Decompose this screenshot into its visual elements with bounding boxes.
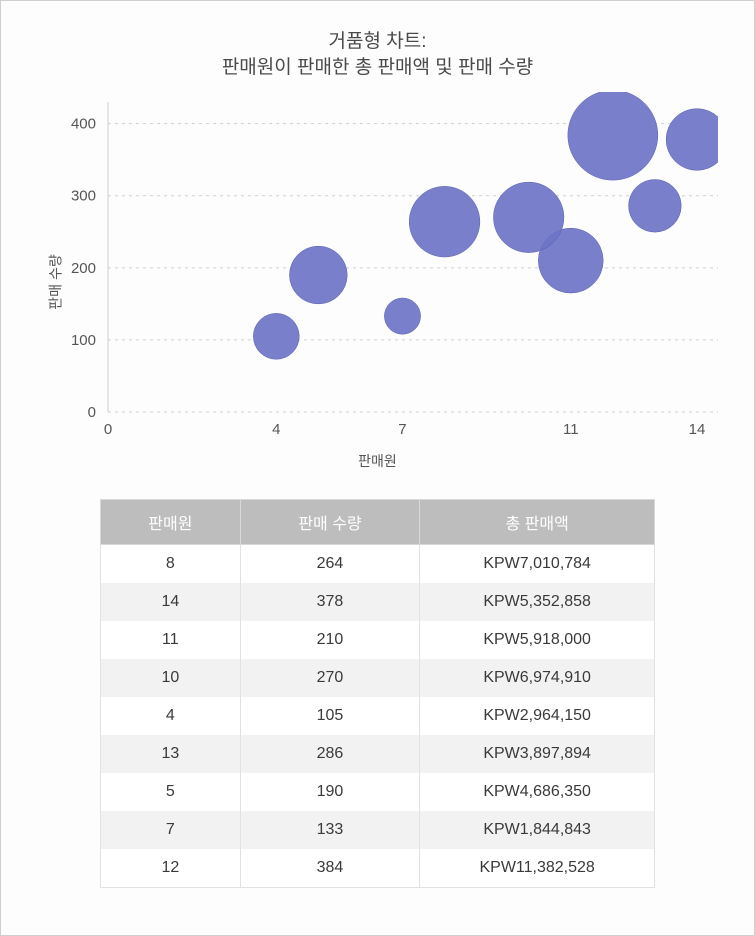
table-column-header: 총 판매액 bbox=[420, 500, 655, 545]
table-cell: KPW3,897,894 bbox=[420, 735, 655, 773]
table-cell: 5 bbox=[101, 773, 241, 811]
table-cell: 7 bbox=[101, 811, 241, 849]
y-tick-label: 400 bbox=[70, 116, 95, 133]
y-tick-label: 300 bbox=[70, 188, 95, 205]
bubble-point bbox=[384, 298, 420, 334]
bubble-point bbox=[666, 109, 718, 171]
table-row: 14378KPW5,352,858 bbox=[101, 583, 655, 621]
table-cell: 384 bbox=[240, 849, 420, 888]
table-cell: KPW4,686,350 bbox=[420, 773, 655, 811]
x-tick-label: 0 bbox=[103, 421, 111, 438]
chart-svg: 0 100 200 300 400 0 4 7 11 14 bbox=[38, 92, 718, 447]
bubble-point bbox=[409, 187, 480, 258]
table-row: 4105KPW2,964,150 bbox=[101, 697, 655, 735]
table-cell: 105 bbox=[240, 697, 420, 735]
x-tick-label: 14 bbox=[688, 421, 705, 438]
x-axis-label: 판매원 bbox=[38, 451, 718, 471]
table-cell: 190 bbox=[240, 773, 420, 811]
table-cell: 8 bbox=[101, 545, 241, 584]
table-row: 10270KPW6,974,910 bbox=[101, 659, 655, 697]
x-tick-label: 4 bbox=[272, 421, 280, 438]
chart-title-line-2: 판매원이 판매한 총 판매액 및 판매 수량 bbox=[31, 55, 724, 81]
x-tick-label: 11 bbox=[562, 421, 578, 438]
table-cell: 286 bbox=[240, 735, 420, 773]
table-cell: KPW5,352,858 bbox=[420, 583, 655, 621]
data-table: 판매원판매 수량총 판매액 8264KPW7,010,78414378KPW5,… bbox=[100, 499, 655, 888]
chart-title-line-1: 거품형 차트: bbox=[31, 29, 724, 55]
y-tick-label: 0 bbox=[87, 404, 95, 421]
table-cell: KPW7,010,784 bbox=[420, 545, 655, 584]
table-header: 판매원판매 수량총 판매액 bbox=[101, 500, 655, 545]
table-cell: KPW2,964,150 bbox=[420, 697, 655, 735]
table-row: 11210KPW5,918,000 bbox=[101, 621, 655, 659]
y-tick-label: 200 bbox=[70, 260, 95, 277]
table-cell: 210 bbox=[240, 621, 420, 659]
table-cell: 378 bbox=[240, 583, 420, 621]
bubble-point bbox=[493, 182, 563, 252]
table-column-header: 판매 수량 bbox=[240, 500, 420, 545]
table-cell: 133 bbox=[240, 811, 420, 849]
table-cell: 270 bbox=[240, 659, 420, 697]
table-cell: KPW5,918,000 bbox=[420, 621, 655, 659]
table-cell: 14 bbox=[101, 583, 241, 621]
table-cell: KPW11,382,528 bbox=[420, 849, 655, 888]
bubble-chart: 판매 수량 0 100 200 300 400 0 4 7 11 14 판매원 bbox=[38, 92, 718, 471]
table-row: 7133KPW1,844,843 bbox=[101, 811, 655, 849]
chart-title: 거품형 차트: 판매원이 판매한 총 판매액 및 판매 수량 bbox=[31, 29, 724, 80]
table-cell: 11 bbox=[101, 621, 241, 659]
y-tick-label: 100 bbox=[70, 332, 95, 349]
table-row: 13286KPW3,897,894 bbox=[101, 735, 655, 773]
table-cell: 12 bbox=[101, 849, 241, 888]
table-cell: KPW6,974,910 bbox=[420, 659, 655, 697]
table-cell: 10 bbox=[101, 659, 241, 697]
page-container: 거품형 차트: 판매원이 판매한 총 판매액 및 판매 수량 판매 수량 0 10… bbox=[0, 0, 755, 936]
x-tick-label: 7 bbox=[398, 421, 406, 438]
table-row: 8264KPW7,010,784 bbox=[101, 545, 655, 584]
bubble-point bbox=[253, 314, 299, 360]
table-row: 12384KPW11,382,528 bbox=[101, 849, 655, 888]
bubble-point bbox=[289, 246, 347, 304]
y-axis-label: 판매 수량 bbox=[45, 254, 65, 309]
table-cell: KPW1,844,843 bbox=[420, 811, 655, 849]
table-body: 8264KPW7,010,78414378KPW5,352,85811210KP… bbox=[101, 545, 655, 888]
bubble-point bbox=[567, 92, 657, 180]
table-cell: 4 bbox=[101, 697, 241, 735]
table-row: 5190KPW4,686,350 bbox=[101, 773, 655, 811]
table-cell: 13 bbox=[101, 735, 241, 773]
table-cell: 264 bbox=[240, 545, 420, 584]
bubble-point bbox=[628, 180, 681, 233]
table-column-header: 판매원 bbox=[101, 500, 241, 545]
